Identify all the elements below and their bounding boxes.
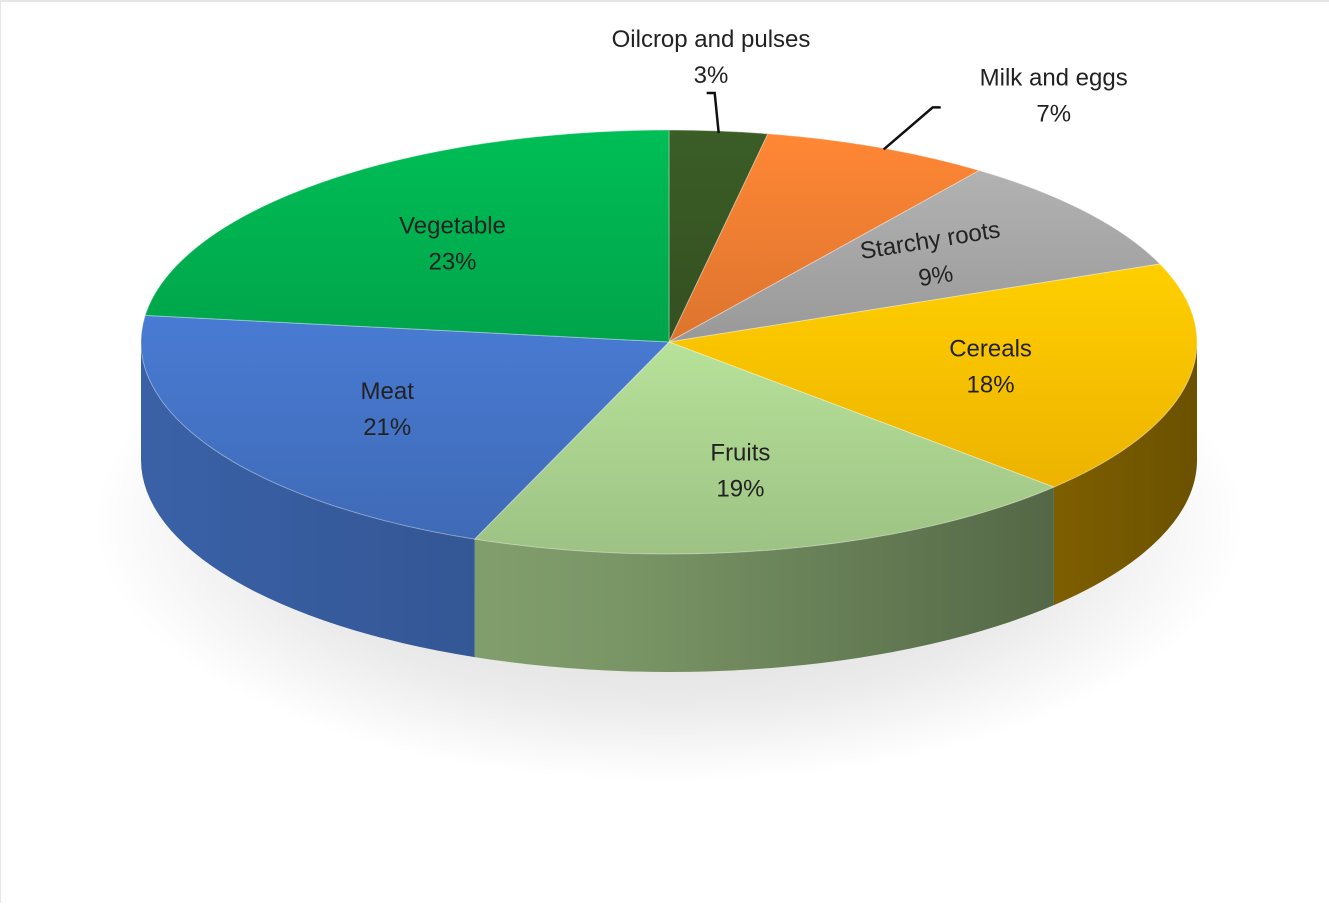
slice-name-meat: Meat — [361, 378, 415, 405]
slice-label-meat: Meat 21% — [361, 378, 415, 441]
slice-value-cereals: 18% — [967, 372, 1015, 399]
slice-name-fruits: Fruits — [710, 439, 770, 466]
slice-cereals — [667, 263, 1198, 488]
slice-label-fruits: Fruits 19% — [710, 439, 770, 502]
slice-name-vegetable: Vegetable — [399, 212, 506, 239]
pie-sides — [141, 342, 1197, 672]
slice-label-oilcrop-and-pulses: Oilcrop and pulses 3% — [612, 26, 811, 89]
slice-fruits — [473, 341, 1056, 555]
slice-label-cereals: Cereals 18% — [949, 336, 1032, 399]
slice-label-vegetable: Vegetable 23% — [399, 212, 506, 275]
slice-name-oilcrop-and-pulses: Oilcrop and pulses — [612, 26, 811, 53]
slice-value-meat: 21% — [363, 414, 411, 441]
pie-tops — [140, 129, 1198, 555]
slice-name-cereals: Cereals — [949, 336, 1032, 363]
leader-line-milk-and-eggs — [882, 106, 941, 151]
slice-vegetable — [144, 129, 670, 343]
slice-name-milk-and-eggs: Milk and eggs — [980, 64, 1128, 91]
leader-lines — [706, 91, 941, 151]
slice-label-milk-and-eggs: Milk and eggs 7% — [980, 64, 1128, 127]
slice-labels: Oilcrop and pulses 3% Milk and eggs 7%Starc… — [361, 26, 1128, 502]
slice-side-meat — [141, 342, 475, 658]
leader-line-oilcrop-and-pulses — [706, 91, 720, 134]
slice-milk-and-eggs — [667, 133, 981, 344]
slice-value-starchy-roots: 9% — [917, 260, 955, 292]
slice-value-milk-and-eggs: 7% — [1036, 100, 1071, 127]
slice-value-oilcrop-and-pulses: 3% — [694, 62, 729, 89]
slice-meat — [140, 314, 671, 540]
slice-value-vegetable: 23% — [428, 248, 476, 275]
slice-side-fruits — [474, 487, 1054, 672]
slice-value-fruits: 19% — [716, 475, 764, 502]
slice-side-cereals — [1053, 342, 1197, 606]
slice-starchy-roots — [668, 169, 1161, 343]
